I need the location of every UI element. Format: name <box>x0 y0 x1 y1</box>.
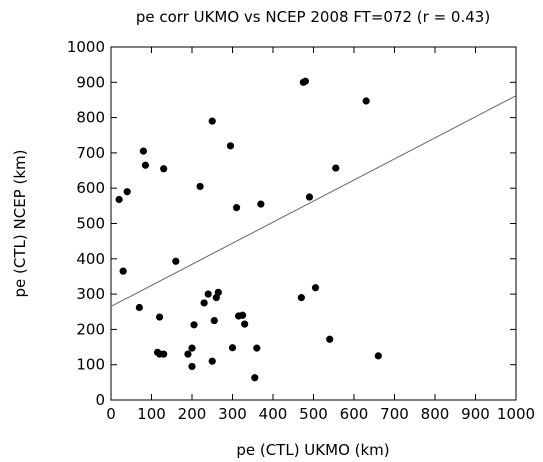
scatter-point <box>196 182 204 191</box>
scatter-point <box>297 294 305 302</box>
scatter-point <box>226 142 235 150</box>
scatter-point <box>188 362 196 371</box>
scatter-point <box>115 195 123 204</box>
y-tick-label: 600 <box>76 179 105 197</box>
y-tick-label: 900 <box>76 73 105 91</box>
x-axis-label: pe (CTL) UKMO (km) <box>236 441 389 459</box>
scatter-point <box>119 267 127 275</box>
y-tick-label: 700 <box>76 144 105 162</box>
scatter-point <box>212 294 220 302</box>
y-tick-label: 100 <box>76 356 105 374</box>
y-tick-label: 1000 <box>67 38 105 56</box>
scatter-point <box>156 350 164 358</box>
x-tick-label: 900 <box>461 405 490 423</box>
scatter-point <box>210 316 218 325</box>
x-tick-label: 600 <box>340 405 369 423</box>
scatter-point <box>362 97 370 105</box>
scatter-point <box>305 193 314 201</box>
scatter-point <box>208 117 216 125</box>
y-tick-label: 800 <box>76 109 105 127</box>
x-tick-label: 400 <box>259 405 288 423</box>
scatter-point <box>251 374 259 382</box>
x-tick-label: 0 <box>106 405 116 423</box>
x-tick-label: 1000 <box>497 405 535 423</box>
scatter-point <box>239 311 247 319</box>
scatter-point <box>301 77 309 85</box>
regression-line <box>110 95 517 307</box>
scatter-point <box>141 161 150 169</box>
x-tick-label: 800 <box>421 405 450 423</box>
y-axis-label: pe (CTL) NCEP (km) <box>11 150 29 298</box>
x-tick-label: 700 <box>380 405 409 423</box>
scatter-point <box>241 320 249 328</box>
scatter-point <box>139 147 147 155</box>
chart-title: pe corr UKMO vs NCEP 2008 FT=072 (r = 0.… <box>136 8 490 26</box>
x-tick-label: 500 <box>299 405 328 423</box>
scatter-point <box>257 200 265 208</box>
scatter-point <box>332 164 340 172</box>
scatter-point <box>326 335 334 343</box>
scatter-point <box>172 257 180 265</box>
scatter-point <box>200 299 208 307</box>
scatter-point <box>232 204 241 212</box>
x-tick-label: 300 <box>218 405 247 423</box>
scatter-point <box>374 352 382 360</box>
scatter-point <box>156 313 164 321</box>
scatter-point <box>228 344 237 352</box>
scatter-point <box>190 321 198 329</box>
scatter-point <box>135 303 143 312</box>
plot-area-frame <box>110 46 517 401</box>
y-tick-label: 400 <box>76 250 105 268</box>
x-tick-label: 100 <box>137 405 166 423</box>
axis-tick-labels: 0 100 200 300 400 500 600 700 800 900 1000 0 100 200 3… <box>67 38 535 423</box>
y-tick-label: 0 <box>95 391 105 409</box>
x-tick-label: 200 <box>178 405 207 423</box>
scatter-point <box>160 165 168 173</box>
scatter-point <box>311 284 320 292</box>
y-tick-label: 200 <box>76 320 105 338</box>
scatter-point <box>208 357 216 365</box>
data-points <box>115 77 382 382</box>
y-tick-label: 300 <box>76 285 105 303</box>
axis-ticks <box>110 46 517 401</box>
scatter-point <box>123 188 131 196</box>
scatter-point <box>204 290 212 298</box>
scatter-point <box>253 344 261 352</box>
scatter-point <box>184 350 192 358</box>
scatter-point <box>188 344 196 352</box>
y-tick-label: 500 <box>76 215 105 233</box>
